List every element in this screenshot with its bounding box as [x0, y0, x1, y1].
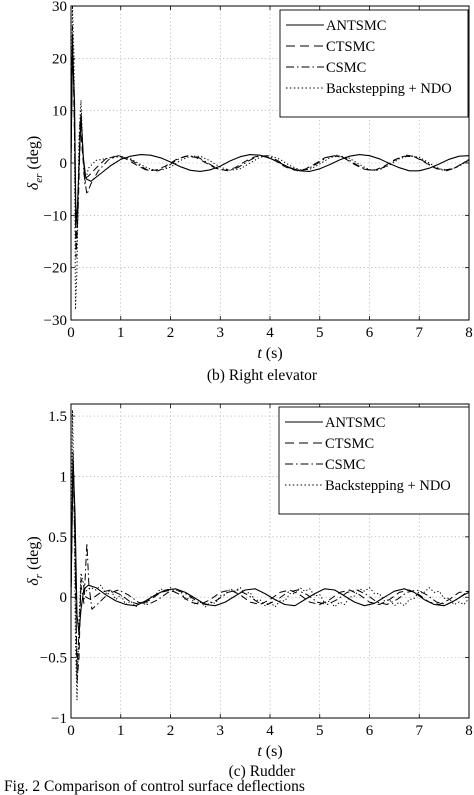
x-tick-label: 8: [465, 723, 473, 739]
x-axis-label: t (s): [257, 345, 282, 362]
y-axis-label: δer (deg): [25, 136, 45, 190]
legend-box: [278, 406, 470, 515]
legend-label: ANTSMC: [325, 415, 385, 431]
x-tick-label: 0: [67, 723, 75, 739]
y-tick-label: −20: [44, 261, 67, 277]
y-tick-label: −10: [44, 208, 67, 224]
legend-label: CSMC: [325, 457, 365, 473]
legend-box: [279, 9, 469, 118]
y-tick-label: 20: [52, 51, 67, 67]
chart-rudder: 0 1 2 3 4 5 6 7 8 −1 −0.5 0 0.5 1 1.5 ANTSMC CTSMC CSMC B…: [25, 403, 473, 780]
y-tick-label: −30: [44, 313, 67, 329]
x-tick-label: 1: [117, 723, 125, 739]
x-axis-unit: (s): [262, 345, 283, 362]
panel-caption: (b) Right elevator: [207, 367, 318, 384]
series-line-csmc: [70, 36, 470, 242]
x-axis-symbol: t: [257, 345, 262, 362]
x-tick-label: 7: [416, 723, 424, 739]
x-axis-symbol: t: [257, 743, 262, 760]
series-line-ctsmc: [70, 451, 470, 683]
legend-label: Backstepping + NDO: [325, 478, 451, 494]
x-tick-label: 2: [167, 723, 175, 739]
legend-label: Backstepping + NDO: [326, 81, 452, 97]
x-tick-label: 5: [316, 723, 324, 739]
x-tick-label: 8: [465, 325, 473, 341]
legend-label: CTSMC: [325, 436, 374, 452]
x-tick-label: 6: [366, 723, 374, 739]
y-axis-unit: (deg): [25, 536, 42, 574]
series-line-antsmc: [70, 47, 470, 227]
y-tick-label: −0.5: [40, 651, 67, 667]
legend-label: CTSMC: [326, 39, 375, 55]
y-axis-unit: (deg): [25, 136, 42, 174]
y-tick-label: 0: [60, 590, 68, 606]
y-tick-label: 10: [52, 104, 67, 120]
series-line-backstepping-ndo: [70, 409, 470, 701]
y-axis-symbol: δ: [25, 182, 42, 190]
x-tick-label: 1: [117, 325, 125, 341]
x-tick-label: 3: [217, 325, 225, 341]
legend-label: ANTSMC: [326, 18, 386, 34]
chart-right-elevator: 0 1 2 3 4 5 6 7 8 −30 −20 −10 0 10 20 30 ANTSMC CTSMC CSM…: [25, 0, 473, 384]
x-tick-label: 4: [266, 723, 274, 739]
y-axis-subscript: r: [33, 573, 45, 578]
x-tick-label: 5: [316, 325, 324, 341]
x-tick-label: 0: [67, 325, 75, 341]
y-axis-subscript: er: [33, 173, 45, 183]
legend-label: CSMC: [326, 60, 366, 76]
y-tick-label: −1: [51, 711, 67, 727]
y-tick-label: 0: [60, 156, 68, 172]
x-tick-label: 3: [217, 723, 225, 739]
x-tick-label: 4: [266, 325, 274, 341]
y-axis-label: δr (deg): [25, 536, 45, 585]
x-tick-label: 6: [366, 325, 374, 341]
x-tick-label: 7: [416, 325, 424, 341]
y-tick-label: 1.5: [48, 409, 67, 425]
x-axis-unit: (s): [262, 743, 283, 760]
panel-caption: (c) Rudder: [229, 763, 297, 780]
figure-caption: Fig. 2 Comparison of control surface def…: [4, 778, 305, 795]
series-line-antsmc: [70, 457, 470, 635]
x-tick-label: 2: [167, 325, 175, 341]
x-axis-label: t (s): [257, 743, 282, 760]
y-tick-label: 30: [52, 0, 67, 15]
y-axis-symbol: δ: [25, 578, 42, 586]
y-tick-label: 1: [60, 469, 68, 485]
y-tick-label: 0.5: [48, 530, 67, 546]
